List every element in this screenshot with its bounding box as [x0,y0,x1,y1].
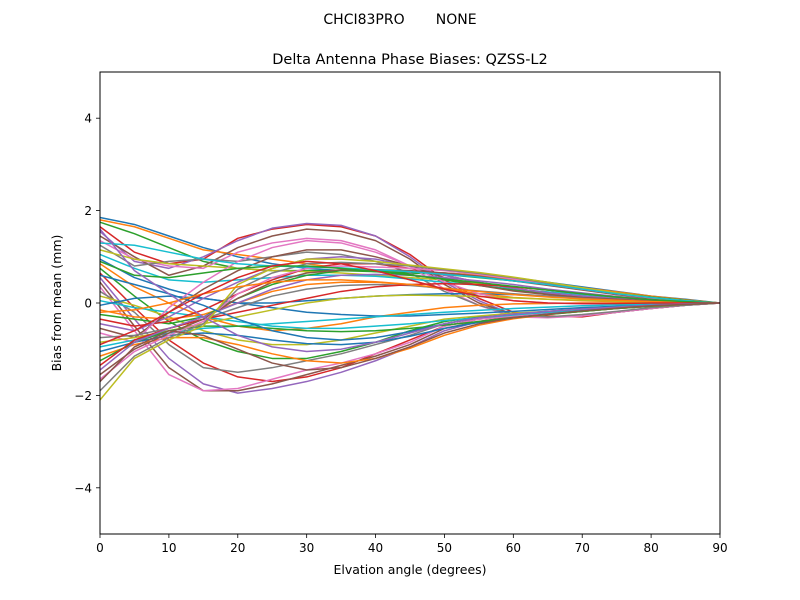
y-tick-label: −2 [74,389,92,403]
figure-suptitle: CHCI83PRO NONE [323,12,476,28]
x-tick-label: 20 [230,541,245,555]
plot-frame [99,71,721,535]
series-line-45 [99,228,721,353]
x-tick-label: 40 [368,541,383,555]
x-tick-label: 50 [437,541,452,555]
x-tick-label: 80 [643,541,658,555]
chart-title: Delta Antenna Phase Biases: QZSS-L2 [272,52,547,68]
x-tick-label: 30 [299,541,314,555]
series-line-36 [99,268,721,376]
series-line-30 [99,302,721,348]
series-line-46 [99,302,721,383]
y-axis-label: Bias from mean (mm) [49,235,64,372]
series-line-43 [99,260,721,304]
y-tick-label: 4 [84,112,92,126]
series-layer [99,216,721,401]
y-tick-label: −4 [74,481,92,495]
axes-layer: 0 10 20 30 40 50 60 70 80 90 −4 −2 0 2 4 [74,112,727,555]
x-tick-label: 90 [712,541,727,555]
y-tick-label: 2 [84,204,92,218]
x-tick-label: 10 [161,541,176,555]
series-line-39 [99,258,721,401]
x-tick-label: 70 [575,541,590,555]
series-line-44 [99,260,720,346]
series-line-40 [99,242,721,304]
x-tick-label: 0 [96,541,104,555]
x-tick-label: 60 [506,541,521,555]
x-axis-label: Elvation angle (degrees) [333,562,486,577]
y-tick-label: 0 [84,297,92,311]
